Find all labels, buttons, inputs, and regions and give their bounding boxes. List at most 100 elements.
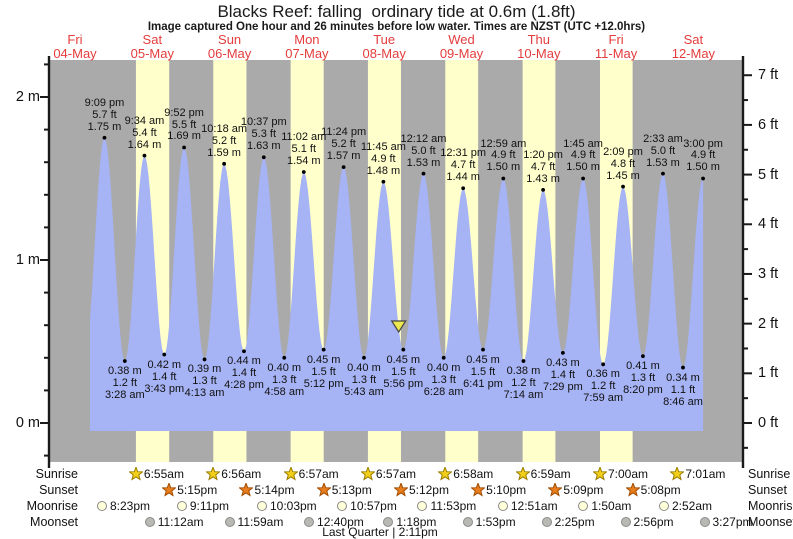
page-title: Blacks Reef: falling ordinary tide at 0.… [217, 2, 576, 21]
sunset-time: 5:08pm [640, 483, 681, 497]
sunrise-star-icon [360, 466, 375, 481]
low-tide-dot [321, 347, 326, 352]
right-axis-label: 4 ft [758, 216, 779, 233]
high-tide-dot [301, 170, 306, 174]
low-tide-annotation: 0.40 m 1.3 ft 4:58 am [264, 361, 305, 398]
sunrise-time: 6:59am [530, 467, 571, 481]
high-tide-annotation: 12:59 am 4.9 ft 1.50 m [480, 137, 527, 174]
low-tide-annotation: 0.39 m 1.3 ft 4:13 am [184, 363, 225, 400]
sunrise-star-icon [128, 466, 143, 481]
low-tide-annotation: 0.45 m 1.5 ft 5:56 pm [383, 353, 424, 390]
low-tide-dot [681, 365, 685, 370]
right-axis-label: 0 ft [758, 415, 779, 431]
high-tide-annotation: 9:09 pm 5.7 ft 1.75 m [84, 96, 125, 133]
day-label: Wed 09-May [439, 32, 484, 62]
low-tide-annotation: 0.36 m 1.2 ft 7:59 am [583, 368, 624, 405]
moon-phase-label: Last Quarter | 2:11pm [322, 525, 438, 539]
low-tide-dot [441, 355, 446, 360]
high-tide-annotation: 11:45 am 4.9 ft 1.48 m [360, 140, 406, 177]
high-tide-dot [541, 188, 545, 192]
low-tide-dot [561, 351, 565, 355]
low-tide-annotation: 0.43 m 1.4 ft 7:29 pm [543, 356, 583, 393]
sunrise-time: 7:01am [685, 467, 726, 481]
sunrise-star-icon [438, 466, 453, 481]
moonrise-time: 8:23pm [110, 499, 151, 513]
low-tide-annotation: 0.45 m 1.5 ft 6:41 pm [463, 353, 503, 390]
low-tide-annotation: 0.41 m 1.3 ft 8:20 pm [623, 360, 663, 397]
high-tide-dot [421, 171, 426, 176]
high-tide-dot [341, 165, 346, 169]
high-tide-annotation: 11:02 am 5.1 ft 1.54 m [281, 130, 327, 167]
sunrise-time: 6:57am [298, 467, 339, 481]
moonset-circle-icon [144, 516, 155, 527]
moonset-time: 3:27pm [712, 515, 753, 529]
high-tide-annotation: 1:45 am 4.9 ft 1.50 m [563, 137, 603, 174]
moonset-circle-icon [699, 516, 710, 527]
high-tide-annotation: 3:00 pm 4.9 ft 1.50 m [683, 137, 723, 174]
moonrise-circle-icon [658, 500, 669, 511]
moonset-time: 2:56pm [633, 515, 674, 529]
sunset-star-icon [393, 482, 408, 497]
high-tide-annotation: 9:52 pm 5.5 ft 1.69 m [164, 106, 204, 143]
sunrise-time: 6:55am [143, 467, 184, 481]
sunrise-star-icon [283, 466, 298, 481]
sunrise-time: 7:00am [607, 467, 649, 481]
low-tide-dot [162, 352, 167, 357]
moonrise-time: 12:51am [510, 499, 558, 513]
moonrise-circle-icon [97, 500, 107, 511]
high-tide-dot [381, 179, 386, 184]
moonset-time: 12:40pm [317, 515, 364, 529]
high-tide-dot [142, 153, 147, 158]
moonset-circle-icon [620, 516, 631, 527]
high-tide-annotation: 11:24 pm 5.2 ft 1.57 m [321, 126, 367, 163]
low-tide-dot [641, 354, 645, 359]
current-time-marker [390, 320, 407, 334]
moonset-time: 1:18pm [396, 515, 437, 529]
day-label: Sat 05-May [130, 32, 174, 62]
moonrise-time: 10:03pm [269, 499, 317, 513]
row-label-moonset-right: Moonset [748, 514, 793, 529]
low-tide-dot [282, 355, 287, 360]
row-label-sunrise-left: Sunrise [35, 466, 78, 481]
sunset-star-icon [239, 482, 254, 497]
moonrise-time: 11:53pm [430, 499, 477, 513]
moonset-circle-icon [462, 516, 473, 527]
right-axis-label: 3 ft [758, 265, 779, 282]
row-label-moonrise-left: Moonrise [26, 498, 78, 513]
high-tide-dot [701, 176, 705, 181]
moonset-time: 1:53pm [475, 515, 516, 529]
moonrise-circle-icon [497, 500, 508, 511]
right-axis-label: 1 ft [758, 365, 779, 382]
moonrise-circle-icon [256, 500, 267, 511]
low-tide-dot [601, 362, 606, 367]
sunrise-time: 6:58am [453, 467, 494, 481]
sunrise-star-icon [592, 466, 607, 481]
left-axis-label: 0 m [15, 415, 40, 431]
high-tide-dot [501, 176, 506, 181]
low-tide-annotation: 0.45 m 1.5 ft 5:12 pm [303, 353, 344, 390]
day-label: Fri 04-May [53, 32, 97, 62]
moonrise-circle-icon [176, 500, 187, 511]
sunset-star-icon [471, 482, 486, 497]
day-label: Sat 12-May [671, 32, 716, 62]
sunset-time: 5:15pm [177, 483, 218, 497]
moonrise-time: 10:57pm [350, 499, 397, 513]
sunrise-star-icon [206, 466, 221, 481]
low-tide-annotation: 0.38 m 1.2 ft 7:14 am [503, 365, 544, 402]
sunset-star-icon [162, 482, 177, 497]
high-tide-annotation: 12:31 pm 4.7 ft 1.44 m [440, 147, 487, 184]
row-label-moonset-left: Moonset [30, 514, 78, 529]
moonrise-circle-icon [417, 500, 428, 511]
sunset-star-icon [548, 482, 563, 497]
low-tide-dot [481, 347, 485, 352]
low-tide-dot [202, 357, 207, 362]
row-label-sunrise-right: Sunrise [748, 466, 791, 481]
high-tide-dot [581, 176, 585, 181]
row-label-sunset-right: Sunset [748, 482, 787, 497]
high-tide-annotation: 10:37 pm 5.3 ft 1.63 m [240, 116, 287, 153]
low-tide-annotation: 0.44 m 1.4 ft 4:28 pm [224, 355, 264, 392]
low-tide-annotation: 0.42 m 1.4 ft 3:43 pm [144, 358, 185, 395]
sunset-time: 5:14pm [254, 483, 295, 497]
